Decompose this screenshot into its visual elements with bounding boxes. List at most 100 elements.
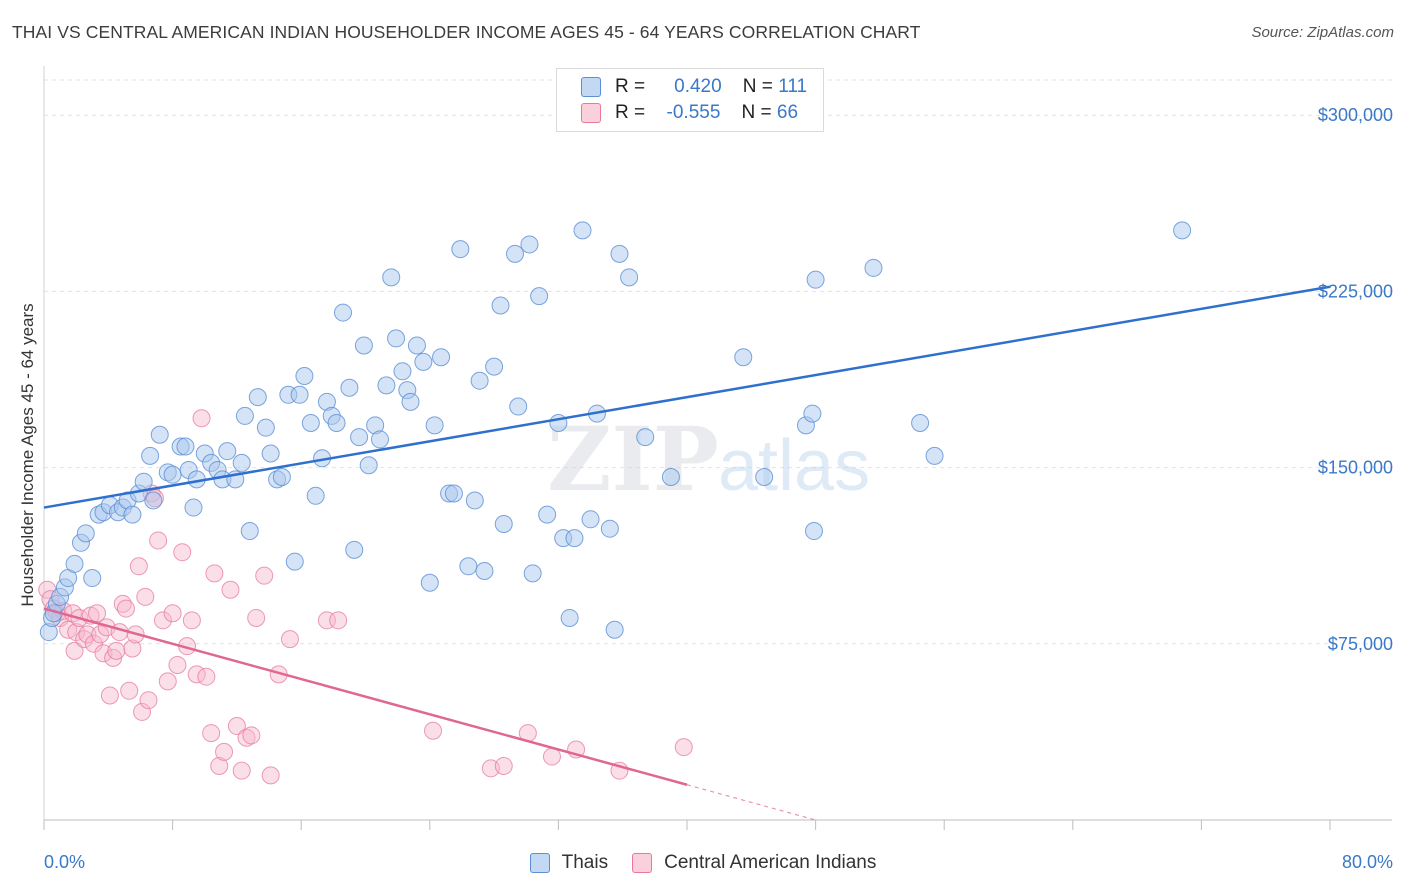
legend-label-thais: Thais [561, 852, 609, 873]
point-central-american-indians [133, 702, 152, 721]
point-central-american-indians [136, 587, 155, 606]
legend-r-value-cai: -0.555 [666, 102, 721, 123]
y-tick-label: $225,000 [1318, 281, 1393, 301]
point-thais [232, 453, 251, 472]
point-thais [530, 287, 549, 306]
point-thais [465, 491, 484, 510]
point-thais [420, 573, 439, 592]
point-thais [65, 554, 84, 573]
legend-n-value-thais: 111 [778, 76, 808, 97]
y-axis-label: Householder Income Ages 45 - 64 years [18, 303, 37, 606]
source-label: Source: ZipAtlas.com [1251, 24, 1394, 41]
y-tick-label: $150,000 [1318, 458, 1393, 478]
point-thais [505, 244, 524, 263]
point-thais [163, 465, 182, 484]
point-central-american-indians [227, 717, 246, 736]
watermark: ZIP atlas [547, 407, 870, 511]
point-thais [359, 456, 378, 475]
point-thais [755, 468, 774, 487]
point-central-american-indians [168, 655, 187, 674]
point-thais [451, 240, 470, 259]
point-thais [235, 406, 254, 425]
legend-r-label: R = [615, 102, 646, 123]
point-central-american-indians [149, 531, 168, 550]
x-tick-label-min: 0.0% [44, 852, 85, 872]
point-central-american-indians [329, 611, 348, 630]
legend-n-value-cai: 66 [776, 102, 799, 123]
legend-item-cai[interactable]: Central American Indians [632, 852, 876, 874]
legend-swatch-thais [581, 77, 601, 97]
point-central-american-indians [116, 599, 135, 618]
point-thais [144, 491, 163, 510]
point-thais [560, 608, 579, 627]
point-thais [804, 522, 823, 541]
point-central-american-indians [182, 611, 201, 630]
point-thais [494, 515, 513, 533]
point-thais [864, 258, 883, 277]
point-thais [261, 444, 280, 463]
point-central-american-indians [123, 639, 142, 658]
legend-r-value-thais: 0.420 [674, 76, 722, 97]
point-central-american-indians [424, 721, 443, 740]
point-thais [76, 524, 95, 543]
point-central-american-indians [139, 691, 158, 710]
point-thais [1173, 221, 1192, 240]
point-thais [141, 446, 160, 465]
point-thais [350, 428, 369, 447]
point-central-american-indians [173, 543, 192, 562]
point-thais [485, 357, 504, 376]
legend-n-label: N = [741, 102, 772, 123]
point-thais [459, 557, 478, 576]
point-thais [538, 505, 557, 524]
point-thais [425, 416, 444, 435]
point-central-american-indians [242, 726, 261, 745]
point-central-american-indians [197, 667, 216, 686]
point-thais [573, 221, 592, 240]
point-central-american-indians [120, 681, 139, 700]
point-central-american-indians [107, 641, 126, 660]
point-thais [354, 336, 373, 355]
point-thais [414, 352, 433, 371]
point-thais [401, 392, 420, 411]
point-thais [600, 519, 619, 538]
point-central-american-indians [280, 630, 299, 649]
point-central-american-indians [192, 409, 211, 428]
point-thais [295, 367, 314, 385]
y-tick-label: $75,000 [1328, 634, 1393, 654]
legend-r-label: R = [615, 76, 646, 97]
point-thais [491, 296, 510, 315]
point-thais [306, 486, 325, 505]
point-thais [520, 235, 539, 254]
point-thais [911, 413, 930, 432]
legend-item-thais[interactable]: Thais [529, 852, 609, 874]
point-thais [925, 446, 944, 465]
point-central-american-indians [674, 738, 693, 757]
point-thais [184, 498, 203, 517]
point-thais [444, 484, 463, 503]
point-central-american-indians [494, 756, 513, 775]
point-thais [285, 552, 304, 571]
point-thais [509, 397, 528, 416]
point-central-american-indians [215, 742, 234, 761]
point-thais [134, 472, 153, 491]
point-thais [301, 413, 320, 432]
correlation-legend: R = 0.420 N = 111 R = -0.555 N = 66 [556, 68, 824, 132]
point-thais [256, 418, 275, 437]
point-central-american-indians [210, 756, 229, 775]
series-legend: Thais Central American Indians [0, 852, 1406, 874]
point-central-american-indians [113, 594, 132, 613]
point-thais [610, 244, 629, 263]
legend-row-cai: R = -0.555 N = 66 [581, 101, 798, 125]
point-thais [432, 348, 451, 367]
point-thais [123, 505, 142, 524]
point-central-american-indians [78, 625, 97, 644]
point-central-american-indians [84, 634, 103, 653]
trend-line-cai-extension [686, 784, 816, 821]
point-central-american-indians [202, 724, 221, 743]
point-thais [565, 529, 584, 548]
point-thais [150, 425, 169, 444]
legend-swatch-cai [632, 853, 653, 873]
legend-swatch-cai [581, 103, 601, 123]
point-central-american-indians [88, 604, 107, 623]
